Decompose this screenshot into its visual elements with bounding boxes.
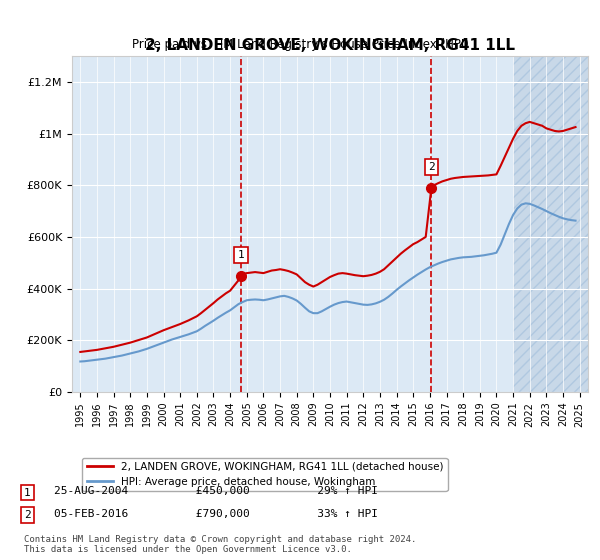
Text: 2: 2 xyxy=(24,510,31,520)
Legend: 2, LANDEN GROVE, WOKINGHAM, RG41 1LL (detached house), HPI: Average price, detac: 2, LANDEN GROVE, WOKINGHAM, RG41 1LL (de… xyxy=(82,458,448,491)
Text: 1: 1 xyxy=(24,488,31,498)
Text: 2: 2 xyxy=(428,162,435,172)
Bar xyxy=(72,56,513,392)
Text: 25-AUG-2004          £450,000          29% ↑ HPI: 25-AUG-2004 £450,000 29% ↑ HPI xyxy=(54,487,378,497)
Text: Contains HM Land Registry data © Crown copyright and database right 2024.
This d: Contains HM Land Registry data © Crown c… xyxy=(24,535,416,554)
Title: 2, LANDEN GROVE, WOKINGHAM, RG41 1LL: 2, LANDEN GROVE, WOKINGHAM, RG41 1LL xyxy=(145,39,515,53)
Text: 05-FEB-2016          £790,000          33% ↑ HPI: 05-FEB-2016 £790,000 33% ↑ HPI xyxy=(54,509,378,519)
Bar xyxy=(513,56,588,392)
Text: Price paid vs. HM Land Registry's House Price Index (HPI): Price paid vs. HM Land Registry's House … xyxy=(131,38,469,50)
Text: 1: 1 xyxy=(238,250,244,260)
